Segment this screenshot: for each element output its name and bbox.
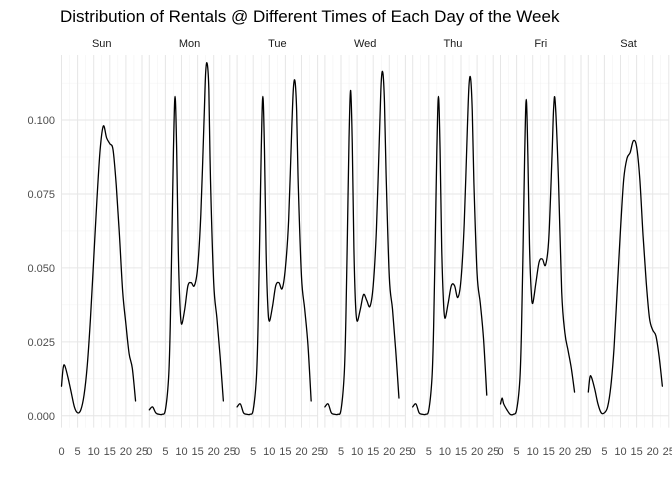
x-tick-label: 20 [295, 446, 307, 458]
x-tick-label: 25 [224, 446, 236, 458]
y-axis: 0.000 0.025 0.050 0.075 0.100 [27, 115, 55, 423]
x-tick-label: 5 [426, 446, 432, 458]
x-tick-label: 25 [311, 446, 323, 458]
x-tick-label: 20 [208, 446, 220, 458]
x-tick-label: 5 [601, 446, 607, 458]
density-line-sun [60, 125, 137, 414]
x-tick-label: 0 [146, 446, 152, 458]
y-tick-label: 0.100 [27, 115, 55, 127]
x-tick-label: 15 [543, 446, 555, 458]
facet-label: Thu [443, 38, 462, 50]
x-tick-label: 25 [487, 446, 499, 458]
x-tick-label: 10 [439, 446, 451, 458]
facet-label: Fri [534, 38, 547, 50]
x-tick-label: 10 [263, 446, 275, 458]
x-tick-label: 0 [585, 446, 591, 458]
x-tick-label: 10 [175, 446, 187, 458]
facet-panel-tue: Tue 0 5 10 15 20 25 [234, 38, 324, 458]
facet-label: Wed [354, 38, 376, 50]
density-line-thu [412, 75, 488, 416]
x-tick-label: 10 [88, 446, 100, 458]
density-line-fri [499, 96, 576, 416]
x-tick-label: 0 [234, 446, 240, 458]
x-tick-label: 20 [383, 446, 395, 458]
facet-panel-fri: Fri 0 5 10 15 20 25 [497, 38, 587, 458]
x-tick-label: 25 [663, 446, 672, 458]
density-line-tue [236, 79, 312, 416]
x-tick-label: 5 [75, 446, 81, 458]
density-line-wed [324, 70, 400, 416]
x-tick-label: 15 [279, 446, 291, 458]
density-line-mon [148, 62, 225, 416]
x-tick-label: 25 [136, 446, 148, 458]
x-tick-label: 20 [647, 446, 659, 458]
x-tick-label: 20 [120, 446, 132, 458]
x-tick-label: 15 [104, 446, 116, 458]
x-tick-label: 15 [367, 446, 379, 458]
chart-title: Distribution of Rentals @ Different Time… [60, 7, 560, 26]
facet-label: Mon [179, 38, 200, 50]
x-tick-label: 0 [322, 446, 328, 458]
x-tick-label: 0 [497, 446, 503, 458]
x-tick-label: 5 [250, 446, 256, 458]
facet-panel-sun: Sun 0 5 10 15 20 25 [58, 38, 148, 458]
y-tick-label: 0.025 [27, 337, 55, 349]
x-tick-label: 10 [614, 446, 626, 458]
y-tick-label: 0.050 [27, 263, 55, 275]
facet-label: Tue [268, 38, 287, 50]
facet-panel-wed: Wed 0 5 10 15 20 25 [322, 38, 412, 458]
x-tick-label: 0 [58, 446, 64, 458]
facet-panel-sat: Sat 0 5 10 15 20 25 [585, 38, 672, 458]
x-tick-label: 25 [399, 446, 411, 458]
density-line-sat [587, 139, 664, 415]
y-tick-label: 0.000 [27, 411, 55, 423]
x-tick-label: 20 [471, 446, 483, 458]
x-tick-label: 10 [351, 446, 363, 458]
x-tick-label: 0 [410, 446, 416, 458]
x-tick-label: 25 [575, 446, 587, 458]
x-tick-label: 15 [191, 446, 203, 458]
x-tick-label: 20 [559, 446, 571, 458]
y-tick-label: 0.075 [27, 189, 55, 201]
x-tick-label: 10 [527, 446, 539, 458]
x-tick-label: 15 [455, 446, 467, 458]
facet-panel-mon: Mon 0 5 10 15 20 25 [146, 38, 236, 458]
x-tick-label: 5 [162, 446, 168, 458]
facet-label: Sun [92, 38, 112, 50]
x-tick-label: 5 [514, 446, 520, 458]
x-tick-label: 15 [630, 446, 642, 458]
x-tick-label: 5 [338, 446, 344, 458]
facet-label: Sat [620, 38, 637, 50]
